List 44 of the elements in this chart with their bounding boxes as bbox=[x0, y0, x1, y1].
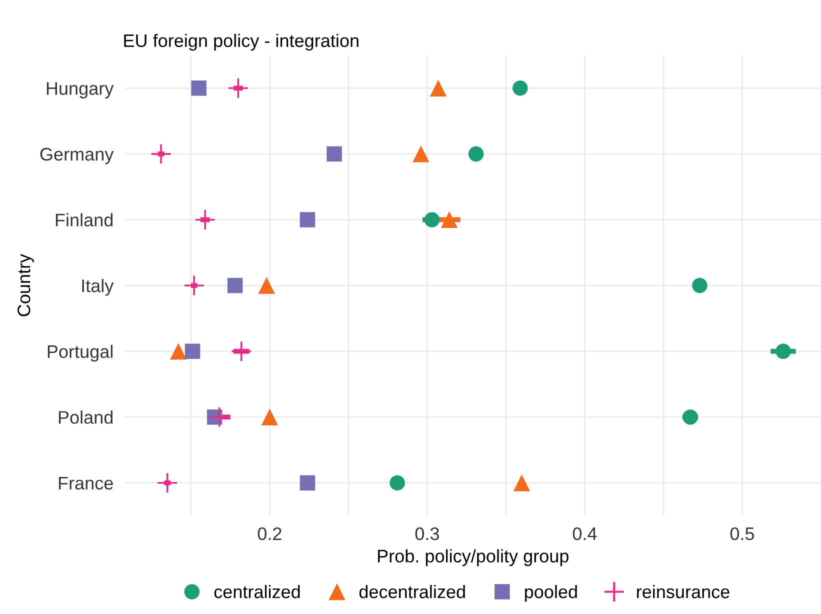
x-tick-label: 0.5 bbox=[730, 527, 754, 540]
legend-label: reinsurance bbox=[637, 584, 730, 598]
point bbox=[776, 344, 791, 359]
point bbox=[261, 408, 278, 426]
point bbox=[300, 475, 316, 491]
point bbox=[390, 475, 405, 491]
point bbox=[424, 212, 440, 228]
legend-label: centralized bbox=[214, 584, 300, 598]
legend-label: pooled bbox=[525, 584, 577, 602]
x-tick-label: 0.3 bbox=[415, 527, 439, 540]
y-tick-label: Portugal bbox=[48, 344, 112, 362]
point bbox=[682, 409, 698, 425]
point bbox=[150, 143, 172, 165]
legend-label: decentralized bbox=[359, 584, 465, 598]
point bbox=[230, 340, 252, 362]
point bbox=[191, 80, 206, 96]
y-tick-label: Finland bbox=[56, 213, 113, 226]
point bbox=[170, 342, 187, 360]
y-tick-label: Italy bbox=[82, 278, 114, 296]
point bbox=[512, 80, 528, 96]
point bbox=[412, 146, 430, 162]
x-tick-label: 0.4 bbox=[572, 527, 597, 540]
point bbox=[183, 274, 205, 296]
point bbox=[513, 474, 530, 492]
point bbox=[258, 277, 275, 294]
y-tick-label: France bbox=[58, 476, 113, 490]
point bbox=[692, 278, 708, 294]
chart-title: EU foreign policy - integration bbox=[124, 34, 358, 51]
point bbox=[228, 78, 249, 99]
point bbox=[468, 146, 484, 162]
point bbox=[227, 278, 243, 294]
point bbox=[156, 472, 178, 494]
x-tick-label: 0.2 bbox=[258, 527, 282, 540]
point bbox=[194, 209, 216, 230]
x-axis-title: Prob. policy/polity group bbox=[378, 549, 568, 566]
point bbox=[440, 211, 458, 228]
y-tick-label: Poland bbox=[58, 410, 113, 424]
point bbox=[300, 212, 316, 228]
y-tick-label: Hungary bbox=[46, 82, 114, 98]
point bbox=[184, 344, 200, 359]
point bbox=[430, 80, 447, 96]
point bbox=[326, 146, 342, 162]
y-axis-title: Country bbox=[18, 254, 34, 316]
y-tick-label: Germany bbox=[40, 148, 114, 164]
